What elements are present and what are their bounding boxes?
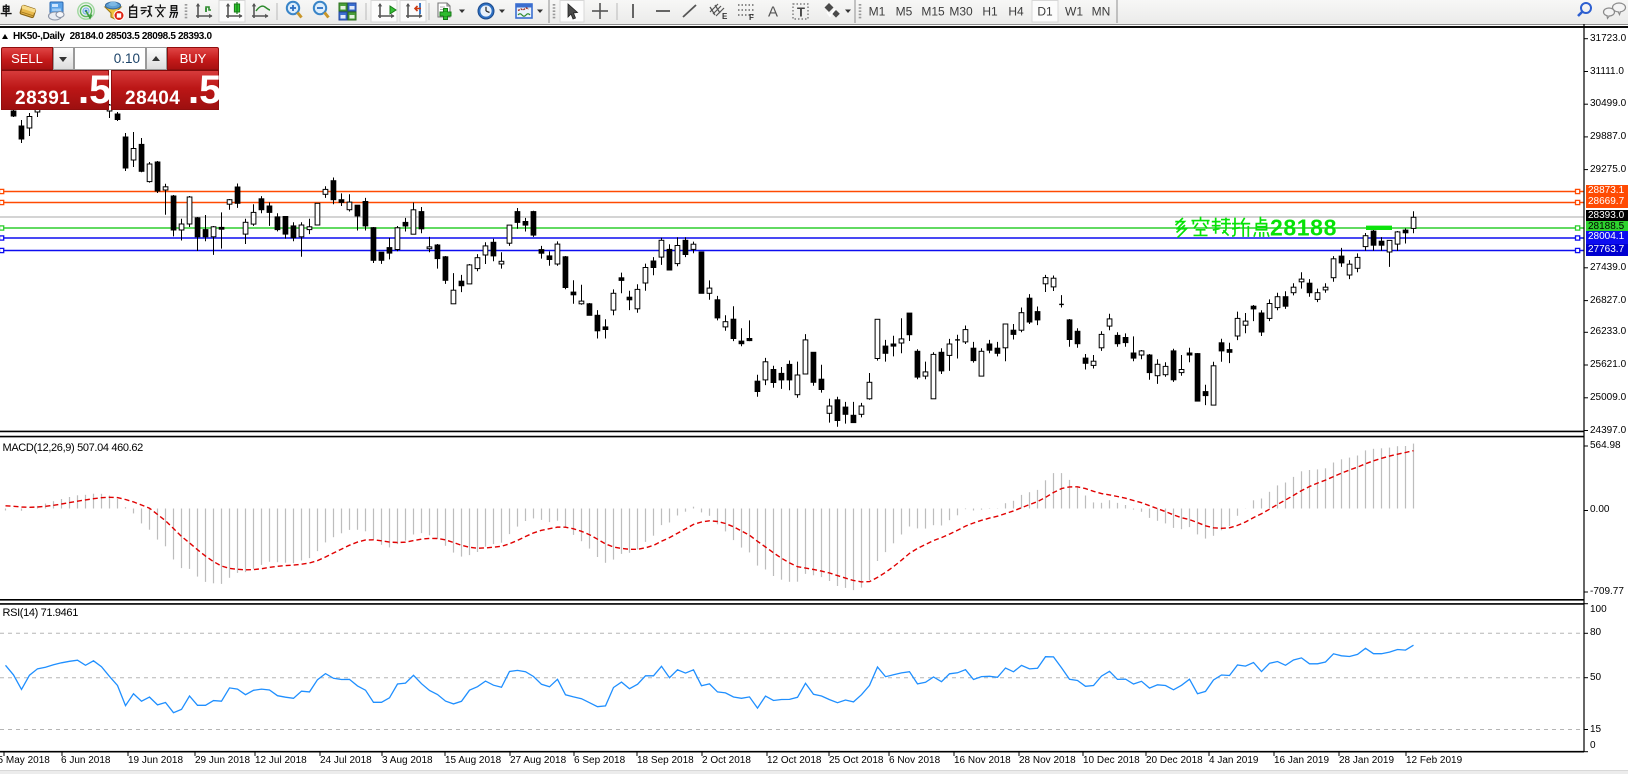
svg-text:D1: D1 <box>1037 5 1053 19</box>
svg-text:H1: H1 <box>982 5 998 19</box>
svg-text:T: T <box>797 5 805 20</box>
svg-text:M15: M15 <box>921 5 945 19</box>
svg-text:MN: MN <box>1092 5 1111 19</box>
svg-text:M5: M5 <box>896 5 913 19</box>
svg-text:F: F <box>749 13 754 22</box>
svg-text:28188: 28188 <box>1270 215 1337 241</box>
svg-text:H4: H4 <box>1008 5 1024 19</box>
svg-text:W1: W1 <box>1065 5 1083 19</box>
svg-text:A: A <box>768 4 778 21</box>
svg-text:M30: M30 <box>949 5 973 19</box>
svg-text:M1: M1 <box>869 5 886 19</box>
svg-text:E: E <box>722 12 728 21</box>
